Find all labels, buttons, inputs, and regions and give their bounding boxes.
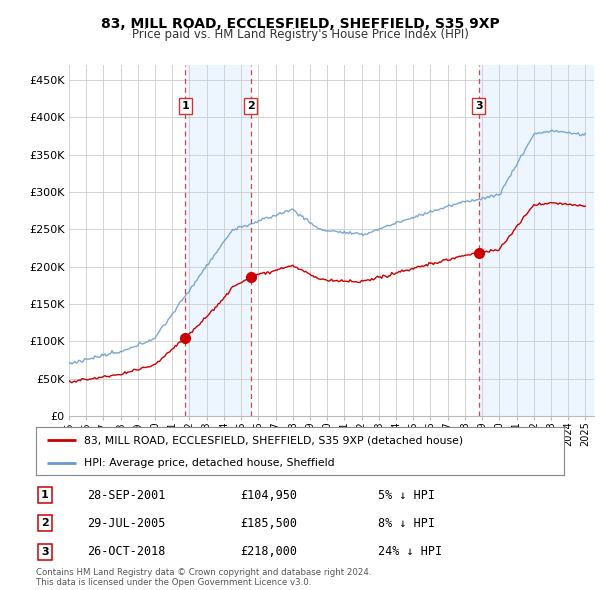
Text: HPI: Average price, detached house, Sheffield: HPI: Average price, detached house, Shef… xyxy=(83,458,334,468)
Text: Price paid vs. HM Land Registry's House Price Index (HPI): Price paid vs. HM Land Registry's House … xyxy=(131,28,469,41)
Text: 28-SEP-2001: 28-SEP-2001 xyxy=(87,489,166,502)
Text: 3: 3 xyxy=(41,547,49,556)
Text: 8% ↓ HPI: 8% ↓ HPI xyxy=(378,517,435,530)
Text: 1: 1 xyxy=(181,101,189,111)
Text: 29-JUL-2005: 29-JUL-2005 xyxy=(87,517,166,530)
Text: 2: 2 xyxy=(41,519,49,528)
Text: £104,950: £104,950 xyxy=(240,489,297,502)
Text: 2: 2 xyxy=(247,101,254,111)
Text: 5% ↓ HPI: 5% ↓ HPI xyxy=(378,489,435,502)
Text: 83, MILL ROAD, ECCLESFIELD, SHEFFIELD, S35 9XP: 83, MILL ROAD, ECCLESFIELD, SHEFFIELD, S… xyxy=(101,17,499,31)
Text: £218,000: £218,000 xyxy=(240,545,297,558)
Text: 3: 3 xyxy=(475,101,482,111)
Bar xyxy=(185,65,251,416)
Text: 1: 1 xyxy=(41,490,49,500)
Text: 26-OCT-2018: 26-OCT-2018 xyxy=(87,545,166,558)
Text: 83, MILL ROAD, ECCLESFIELD, SHEFFIELD, S35 9XP (detached house): 83, MILL ROAD, ECCLESFIELD, SHEFFIELD, S… xyxy=(83,435,463,445)
Text: 24% ↓ HPI: 24% ↓ HPI xyxy=(378,545,442,558)
Bar xyxy=(479,65,594,416)
Text: Contains HM Land Registry data © Crown copyright and database right 2024.
This d: Contains HM Land Registry data © Crown c… xyxy=(36,568,371,587)
Text: £185,500: £185,500 xyxy=(240,517,297,530)
